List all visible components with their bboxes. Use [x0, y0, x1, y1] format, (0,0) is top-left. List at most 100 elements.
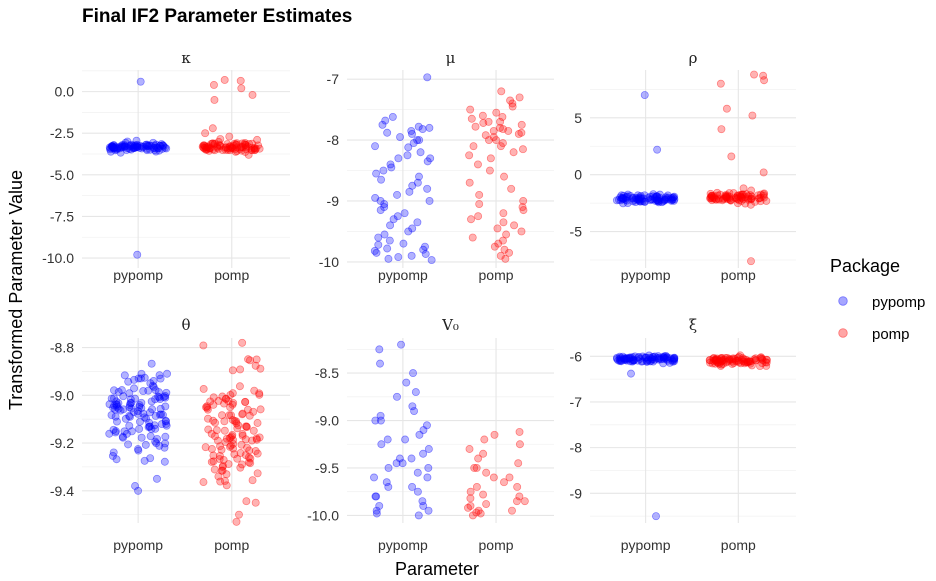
point-pomp — [717, 357, 726, 366]
point-pomp — [480, 435, 489, 444]
point-pypomp — [124, 440, 133, 449]
point-pypomp — [116, 406, 125, 415]
point-pomp — [237, 146, 246, 155]
point-pypomp — [127, 140, 136, 149]
y-tick-label: -8.8 — [50, 340, 74, 356]
point-pomp — [209, 400, 218, 409]
point-pypomp — [647, 356, 656, 365]
point-pypomp — [133, 409, 142, 418]
point-pypomp — [620, 354, 629, 362]
point-pypomp — [638, 197, 647, 206]
point-pypomp — [106, 145, 114, 154]
point-pypomp — [158, 141, 167, 150]
point-pomp — [472, 464, 481, 472]
point-pypomp — [146, 454, 155, 463]
point-pypomp — [129, 144, 138, 153]
point-pypomp — [640, 197, 649, 206]
point-pypomp — [651, 196, 660, 205]
point-pomp — [208, 124, 217, 133]
point-pomp — [715, 356, 724, 365]
point-pypomp — [616, 354, 625, 363]
point-pypomp — [616, 356, 625, 364]
point-pypomp — [629, 356, 638, 365]
point-pypomp — [419, 245, 428, 254]
point-pypomp — [151, 386, 160, 395]
y-tick-label: -5.0 — [50, 167, 74, 183]
point-pomp — [244, 150, 253, 159]
point-pypomp — [616, 196, 625, 205]
point-pypomp — [126, 399, 135, 408]
point-pypomp — [661, 351, 670, 360]
point-pomp — [244, 355, 253, 364]
point-pypomp — [144, 386, 153, 395]
point-pypomp — [636, 197, 645, 206]
point-pomp — [253, 469, 262, 478]
point-pomp — [238, 143, 247, 152]
point-pypomp — [651, 192, 660, 201]
point-pomp — [226, 433, 235, 442]
point-pomp — [228, 416, 237, 424]
point-pomp — [757, 354, 766, 363]
point-pypomp — [404, 143, 413, 152]
point-pypomp — [625, 354, 634, 363]
point-pypomp — [131, 482, 140, 490]
point-pypomp — [108, 142, 117, 151]
point-pypomp — [622, 356, 631, 365]
point-pypomp — [393, 392, 401, 401]
point-pypomp — [155, 393, 164, 402]
point-pypomp — [640, 91, 649, 99]
point-pomp — [722, 193, 730, 202]
point-pypomp — [132, 136, 141, 145]
point-pomp — [711, 357, 720, 366]
x-tick-label: pypomp — [113, 537, 163, 553]
point-pypomp — [635, 352, 643, 361]
x-tick-label: pypomp — [378, 537, 428, 553]
point-pomp — [740, 193, 749, 202]
point-pomp — [242, 145, 251, 154]
point-pomp — [740, 359, 749, 368]
point-pypomp — [138, 142, 147, 151]
point-pomp — [200, 141, 209, 150]
point-pomp — [206, 144, 215, 153]
point-pypomp — [131, 394, 139, 403]
point-pypomp — [148, 405, 157, 414]
point-pypomp — [161, 432, 170, 441]
point-pomp — [742, 190, 751, 199]
facet-label: ρ — [689, 49, 698, 67]
point-pypomp — [649, 353, 658, 362]
point-pypomp — [424, 464, 433, 472]
point-pomp — [747, 194, 756, 203]
point-pomp — [496, 123, 504, 132]
point-pomp — [505, 248, 513, 257]
point-pypomp — [404, 227, 413, 236]
point-pomp — [216, 477, 225, 486]
point-pomp — [743, 358, 752, 367]
point-pomp — [723, 353, 732, 362]
point-pypomp — [370, 473, 378, 482]
point-pomp — [221, 438, 230, 446]
point-pomp — [725, 189, 734, 197]
point-pypomp — [631, 198, 640, 206]
point-pomp — [745, 357, 754, 366]
point-pypomp — [109, 425, 118, 434]
point-pypomp — [669, 196, 678, 205]
point-pomp — [498, 112, 507, 121]
point-pomp — [209, 81, 218, 89]
point-pypomp — [407, 454, 416, 463]
point-pypomp — [154, 388, 163, 396]
point-pomp — [747, 192, 756, 201]
point-pomp — [210, 95, 219, 104]
point-pypomp — [618, 193, 627, 202]
point-pypomp — [670, 354, 679, 362]
point-pomp — [220, 399, 228, 408]
y-tick-label: -2.5 — [50, 125, 74, 141]
point-pypomp — [415, 430, 424, 439]
point-pomp — [245, 411, 254, 420]
point-pypomp — [156, 141, 165, 150]
point-pomp — [474, 160, 482, 169]
point-pomp — [742, 358, 751, 367]
point-pypomp — [615, 357, 624, 366]
point-pypomp — [394, 154, 403, 163]
point-pypomp — [629, 193, 638, 202]
point-pypomp — [132, 141, 141, 150]
